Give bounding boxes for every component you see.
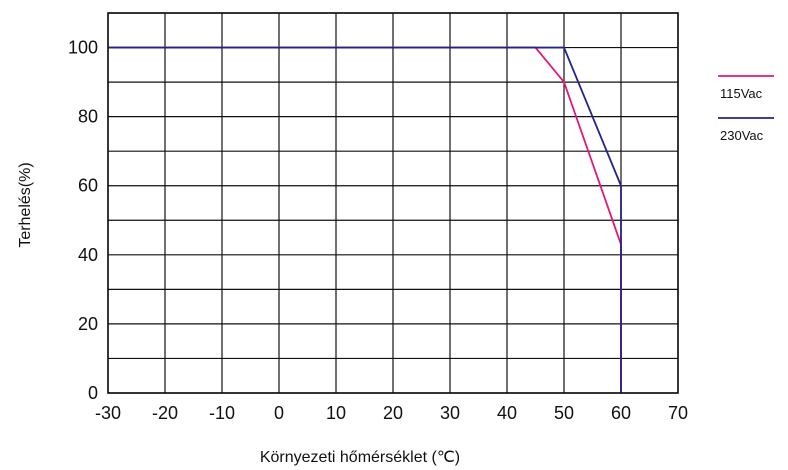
legend: 115Vac 230Vac bbox=[718, 75, 774, 143]
y-tick-label: 20 bbox=[78, 314, 98, 334]
series-line-230vac bbox=[108, 46, 622, 393]
y-tick-label: 40 bbox=[78, 245, 98, 265]
y-tick-labels: 0 20 40 60 80 100 bbox=[68, 38, 98, 403]
grid bbox=[107, 12, 679, 394]
legend-label-115vac: 115Vac bbox=[720, 86, 763, 101]
x-tick-label: 30 bbox=[440, 403, 460, 423]
x-tick-label: 40 bbox=[497, 403, 517, 423]
x-tick-label: 0 bbox=[274, 403, 284, 423]
x-tick-label: -10 bbox=[209, 403, 235, 423]
y-tick-label: 100 bbox=[68, 38, 98, 58]
y-tick-label: 0 bbox=[88, 383, 98, 403]
y-axis-title: Terhelés(%) bbox=[17, 162, 34, 247]
plot-border bbox=[107, 12, 679, 394]
plot-frame bbox=[107, 12, 679, 394]
x-tick-label: 20 bbox=[383, 403, 403, 423]
y-tick-label: 60 bbox=[78, 176, 98, 196]
x-axis-title: Környezeti hőmérséklet (℃) bbox=[260, 449, 460, 466]
series-lines bbox=[108, 46, 622, 393]
x-tick-label: -30 bbox=[95, 403, 121, 423]
x-tick-label: 70 bbox=[668, 403, 688, 423]
x-tick-labels: -30 -20 -10 0 10 20 30 40 50 60 70 bbox=[95, 403, 688, 423]
legend-label-230vac: 230Vac bbox=[720, 128, 764, 143]
x-tick-label: -20 bbox=[152, 403, 178, 423]
x-tick-label: 60 bbox=[611, 403, 631, 423]
y-tick-label: 80 bbox=[78, 107, 98, 127]
x-tick-label: 50 bbox=[554, 403, 574, 423]
x-tick-label: 10 bbox=[326, 403, 346, 423]
